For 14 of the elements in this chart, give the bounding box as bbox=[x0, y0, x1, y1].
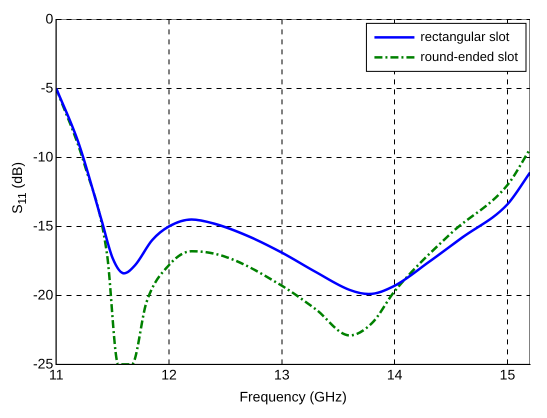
line-series bbox=[56, 87, 530, 296]
x-tick-label: 14 bbox=[386, 366, 403, 383]
y-tick-label: -20 bbox=[33, 286, 54, 302]
x-tick-label: 12 bbox=[161, 366, 178, 383]
y-tick-label: -10 bbox=[33, 148, 54, 164]
x-tick-label: 15 bbox=[500, 366, 516, 383]
legend-label: round-ended slot bbox=[420, 48, 518, 64]
y-tick-label: -25 bbox=[33, 355, 54, 372]
x-axis-title: Frequency (GHz) bbox=[239, 388, 347, 404]
legend-label: rectangular slot bbox=[420, 28, 510, 44]
y-tick-label: -15 bbox=[33, 217, 54, 234]
y-tick-label: 0 bbox=[45, 10, 54, 26]
y-tick-label: -5 bbox=[40, 79, 54, 96]
x-tick-label: 13 bbox=[274, 366, 290, 383]
